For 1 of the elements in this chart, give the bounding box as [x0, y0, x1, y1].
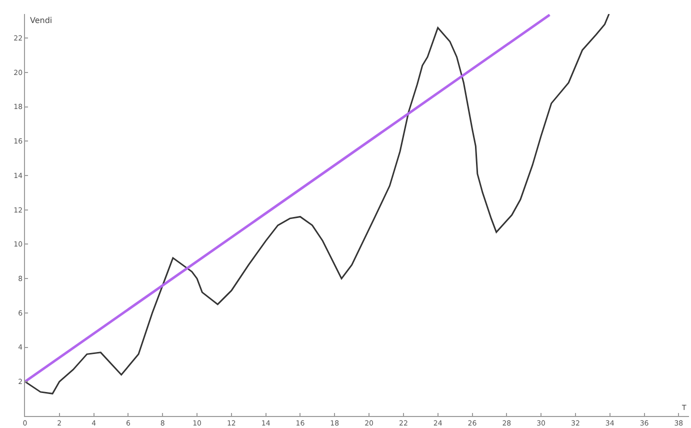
y-axis-title: Vendi — [30, 16, 52, 25]
